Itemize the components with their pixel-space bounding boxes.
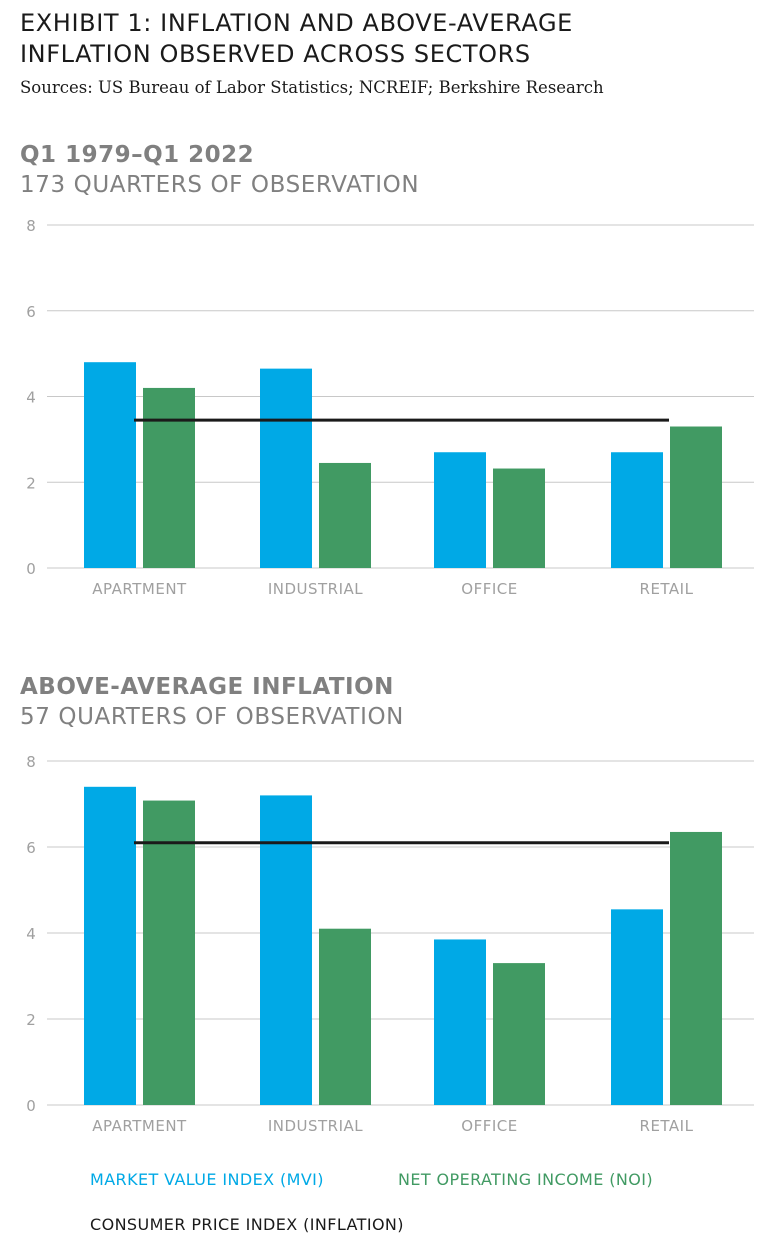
y-tick-label: 8 — [26, 217, 36, 235]
x-category-label: OFFICE — [461, 580, 517, 598]
y-tick-label: 4 — [26, 389, 36, 407]
chart-subtitle: 173 QUARTERS OF OBSERVATION — [20, 172, 420, 198]
x-category-label: INDUSTRIAL — [268, 580, 363, 598]
x-category-label: INDUSTRIAL — [268, 1117, 363, 1135]
y-tick-label: 4 — [26, 925, 36, 943]
y-tick-label: 6 — [26, 839, 36, 857]
sources-note: Sources: US Bureau of Labor Statistics; … — [20, 78, 604, 97]
mvi-bar — [84, 786, 136, 1105]
y-tick-label: 2 — [26, 1011, 36, 1029]
x-category-label: APARTMENT — [92, 580, 187, 598]
y-tick-label: 0 — [26, 1097, 36, 1115]
mvi-bar — [611, 909, 663, 1105]
y-tick-label: 6 — [26, 303, 36, 321]
noi-bar — [143, 800, 195, 1105]
exhibit-title-line-1: EXHIBIT 1: INFLATION AND ABOVE-AVERAGE — [20, 9, 573, 37]
noi-bar — [670, 831, 722, 1105]
chart-title: ABOVE-AVERAGE INFLATION — [20, 674, 394, 700]
mvi-bar — [434, 452, 486, 568]
x-category-label: APARTMENT — [92, 1117, 187, 1135]
x-category-label: RETAIL — [640, 1117, 694, 1135]
mvi-bar — [434, 939, 486, 1105]
noi-bar — [143, 387, 195, 568]
noi-bar — [493, 468, 545, 568]
chart-subtitle: 57 QUARTERS OF OBSERVATION — [20, 704, 404, 730]
legend-noi: NET OPERATING INCOME (NOI) — [398, 1170, 654, 1189]
noi-bar — [319, 462, 371, 568]
y-tick-label: 8 — [26, 753, 36, 771]
mvi-bar — [260, 795, 312, 1105]
x-category-label: RETAIL — [640, 580, 694, 598]
y-tick-label: 2 — [26, 474, 36, 492]
legend-inflation: CONSUMER PRICE INDEX (INFLATION) — [90, 1215, 404, 1234]
x-category-label: OFFICE — [461, 1117, 517, 1135]
legend-mvi: MARKET VALUE INDEX (MVI) — [90, 1170, 324, 1189]
exhibit-title-line-2: INFLATION OBSERVED ACROSS SECTORS — [20, 40, 531, 68]
noi-bar — [493, 963, 545, 1105]
noi-bar — [319, 928, 371, 1105]
exhibit-title: EXHIBIT 1: INFLATION AND ABOVE-AVERAGE I… — [20, 8, 573, 70]
chart-title: Q1 1979–Q1 2022 — [20, 142, 255, 168]
mvi-bar — [84, 362, 136, 568]
mvi-bar — [260, 368, 312, 568]
mvi-bar — [611, 452, 663, 568]
noi-bar — [670, 426, 722, 568]
y-tick-label: 0 — [26, 560, 36, 578]
